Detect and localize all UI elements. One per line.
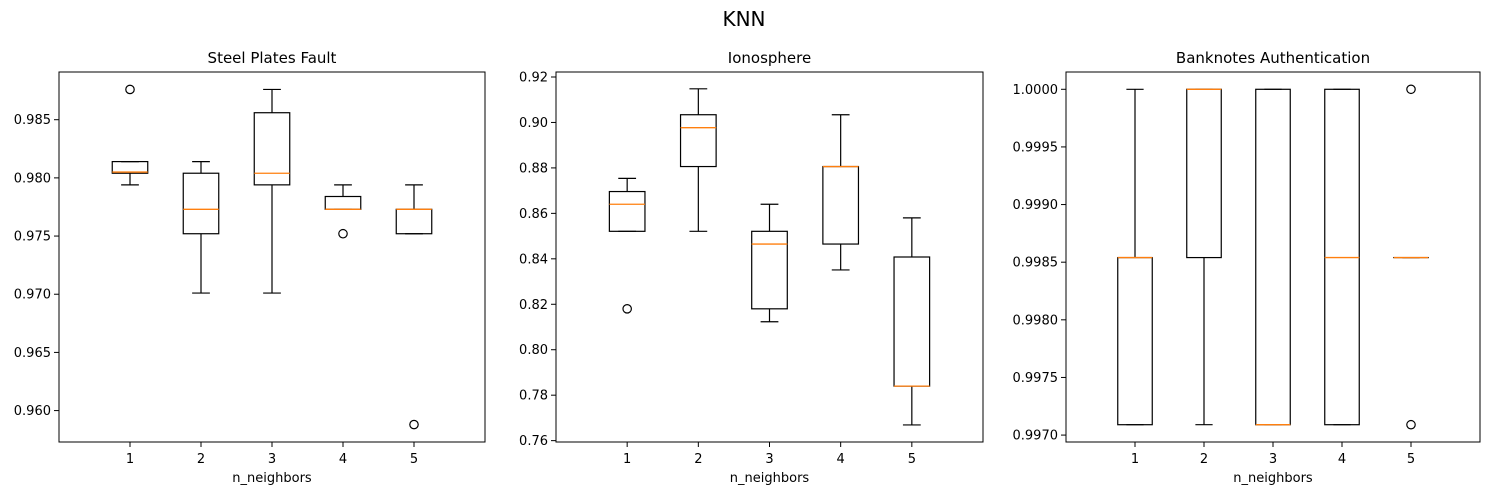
box-iqr (751, 230, 788, 310)
box-iqr (608, 190, 646, 232)
box-group (679, 88, 717, 232)
x-tick-label: 3 (765, 452, 773, 467)
y-tick-label: 0.84 (519, 252, 548, 267)
box-group (893, 217, 931, 426)
x-tick-label: 4 (837, 452, 845, 467)
y-tick-label: 0.88 (519, 161, 548, 176)
box-group (1393, 84, 1429, 430)
box-group (182, 160, 220, 294)
y-tick-label: 0.960 (14, 404, 51, 419)
x-tick-label: 2 (197, 452, 205, 467)
y-tick-label: 0.80 (519, 343, 548, 358)
y-tick-label: 0.985 (14, 113, 51, 128)
subplot-ionosphere: Ionosphere 0.76 0.78 0.80 0.82 0.84 0.86 0.88 0.… (519, 49, 984, 486)
subplot-title: Banknotes Authentication (1176, 49, 1370, 67)
subplot-banknotes-authentication: Banknotes Authentication 0.9970 0.9975 0.99… (1013, 49, 1481, 486)
box-iqr (679, 114, 717, 168)
y-tick-label: 0.965 (14, 346, 51, 361)
box-group (608, 177, 646, 314)
y-tick-label: 0.86 (519, 207, 548, 222)
box-group (111, 84, 149, 186)
y-tick-label: 0.9990 (1013, 198, 1059, 213)
x-axis-label: n_neighbors (1233, 471, 1313, 486)
outlier-point (409, 419, 419, 430)
x-tick-label: 1 (1131, 452, 1139, 467)
x-tick-label: 5 (1407, 452, 1415, 467)
x-tick-label: 5 (410, 452, 418, 467)
y-tick-label: 0.9975 (1013, 371, 1059, 386)
outlier-point (1406, 84, 1416, 95)
x-tick-label: 3 (268, 452, 276, 467)
outlier-point (1406, 419, 1416, 430)
box-iqr (395, 208, 433, 235)
box-iqr (111, 160, 149, 174)
box-group (751, 203, 788, 323)
y-tick-label: 0.78 (519, 389, 548, 404)
x-tick-label: 2 (694, 452, 702, 467)
x-tick-label: 1 (126, 452, 134, 467)
box-iqr (182, 172, 220, 235)
box-group (1324, 88, 1360, 426)
x-axis-label: n_neighbors (232, 471, 312, 486)
x-tick-label: 2 (1200, 452, 1208, 467)
axes-frame (1065, 71, 1481, 443)
x-tick-label: 4 (339, 452, 347, 467)
box-iqr (822, 165, 860, 245)
y-tick-label: 0.9980 (1013, 313, 1059, 328)
axes-frame (58, 71, 486, 443)
subplot-title: Ionosphere (728, 49, 811, 67)
x-tick-label: 1 (623, 452, 631, 467)
y-tick-label: 0.82 (519, 298, 548, 313)
y-tick-label: 0.90 (519, 116, 548, 131)
figure-suptitle: KNN (722, 7, 765, 31)
axes-frame (555, 71, 984, 443)
x-tick-label: 5 (908, 452, 916, 467)
x-axis-label: n_neighbors (730, 471, 810, 486)
box-group (1186, 88, 1222, 426)
box-iqr (253, 112, 291, 186)
box-iqr (1255, 88, 1291, 426)
outlier-point (622, 304, 632, 314)
box-group (324, 184, 362, 239)
y-tick-label: 0.76 (519, 434, 548, 449)
x-tick-label: 3 (1269, 452, 1277, 467)
y-tick-label: 0.975 (14, 230, 51, 245)
y-tick-label: 0.970 (14, 288, 51, 303)
y-tick-label: 0.9995 (1013, 140, 1059, 155)
y-tick-label: 0.92 (519, 71, 548, 86)
subplot-steel-plates-fault: Steel Plates Fault 0.960 0.965 0.970 0.975 0.… (14, 49, 486, 486)
y-tick-label: 0.9970 (1013, 429, 1059, 444)
y-tick-label: 0.980 (14, 171, 51, 186)
box-iqr (324, 195, 362, 210)
box-group (253, 88, 291, 294)
box-group (1255, 88, 1291, 426)
box-group (1117, 88, 1153, 426)
box-iqr (893, 256, 931, 387)
subplot-title: Steel Plates Fault (208, 49, 337, 67)
outlier-point (125, 84, 135, 95)
box-iqr (1117, 256, 1153, 426)
outlier-point (338, 228, 348, 239)
box-iqr (1186, 88, 1222, 259)
y-tick-label: 1.0000 (1013, 83, 1059, 98)
box-group (822, 114, 860, 271)
x-tick-label: 4 (1338, 452, 1346, 467)
box-group (395, 184, 433, 430)
y-tick-label: 0.9985 (1013, 256, 1059, 271)
